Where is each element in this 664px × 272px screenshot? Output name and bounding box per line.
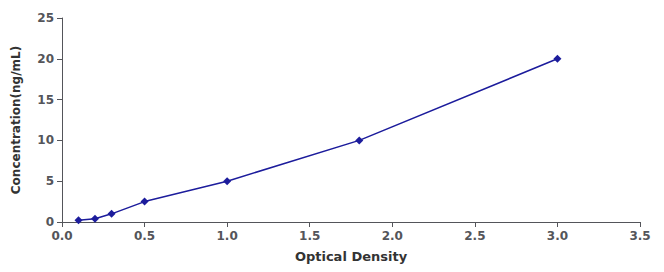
- svg-text:Concentration(ng/mL): Concentration(ng/mL): [9, 46, 23, 194]
- svg-text:0.5: 0.5: [134, 229, 155, 243]
- svg-text:2.0: 2.0: [382, 229, 403, 243]
- svg-text:1.5: 1.5: [299, 229, 320, 243]
- svg-text:10: 10: [37, 133, 54, 147]
- svg-text:5: 5: [46, 174, 54, 188]
- svg-text:3.0: 3.0: [547, 229, 568, 243]
- svg-text:15: 15: [37, 93, 54, 107]
- svg-text:0.0: 0.0: [51, 229, 72, 243]
- svg-text:0: 0: [46, 215, 54, 229]
- svg-text:Optical Density: Optical Density: [295, 249, 408, 264]
- svg-text:3.5: 3.5: [629, 229, 650, 243]
- svg-text:20: 20: [37, 52, 54, 66]
- svg-text:25: 25: [37, 11, 54, 25]
- svg-text:2.5: 2.5: [464, 229, 485, 243]
- svg-text:1.0: 1.0: [217, 229, 238, 243]
